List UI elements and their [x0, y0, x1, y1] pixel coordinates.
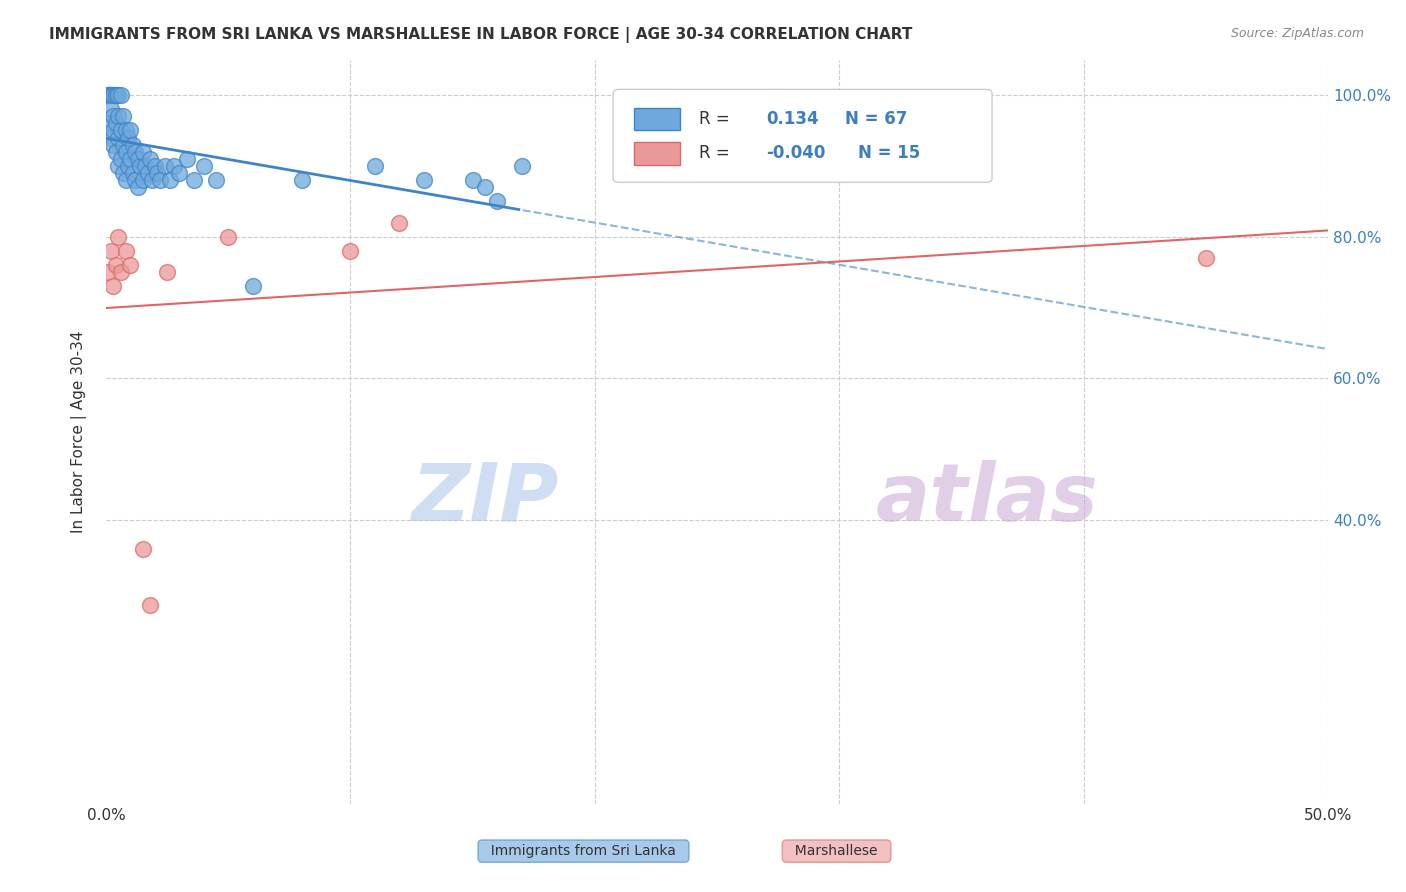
Point [149, 173, 172, 187]
Point [242, 279, 264, 293]
Point [163, 159, 186, 173]
Text: Source: ZipAtlas.com: Source: ZipAtlas.com [1230, 27, 1364, 40]
Point [169, 166, 191, 180]
Point [114, 244, 136, 258]
Point [97, 88, 120, 103]
Point [107, 88, 129, 103]
Point [104, 88, 127, 103]
Point [112, 166, 135, 180]
Point [205, 173, 228, 187]
Text: 0.134: 0.134 [766, 110, 818, 128]
Point [110, 265, 132, 279]
Text: R =: R = [699, 145, 730, 162]
Y-axis label: In Labor Force | Age 30-34: In Labor Force | Age 30-34 [72, 330, 87, 533]
Point [146, 166, 169, 180]
Point [97, 88, 120, 103]
Point [103, 109, 125, 123]
Point [486, 194, 509, 209]
Point [364, 159, 387, 173]
Point [156, 265, 179, 279]
Point [159, 173, 181, 187]
Point [100, 244, 122, 258]
Point [103, 88, 125, 103]
Point [120, 152, 142, 166]
Point [176, 152, 198, 166]
Point [103, 137, 125, 152]
Point [103, 279, 125, 293]
Point [412, 173, 434, 187]
Point [124, 173, 146, 187]
FancyBboxPatch shape [634, 108, 681, 130]
Point [107, 159, 129, 173]
Text: Marshallese: Marshallese [786, 844, 887, 858]
FancyBboxPatch shape [634, 142, 681, 164]
Point [97, 265, 120, 279]
Point [110, 123, 132, 137]
Point [100, 102, 122, 116]
Point [461, 173, 484, 187]
FancyBboxPatch shape [613, 89, 993, 182]
Point [1195, 251, 1218, 265]
Point [100, 116, 122, 130]
Text: IMMIGRANTS FROM SRI LANKA VS MARSHALLESE IN LABOR FORCE | AGE 30-34 CORRELATION : IMMIGRANTS FROM SRI LANKA VS MARSHALLESE… [49, 27, 912, 43]
Point [193, 159, 215, 173]
Point [139, 598, 162, 612]
Text: atlas: atlas [876, 459, 1098, 538]
Point [112, 137, 135, 152]
Point [124, 145, 146, 159]
Point [510, 159, 533, 173]
Point [114, 145, 136, 159]
Point [217, 229, 239, 244]
Text: R =: R = [699, 110, 730, 128]
Point [129, 159, 152, 173]
Point [110, 88, 132, 103]
Point [388, 216, 411, 230]
Point [339, 244, 361, 258]
Point [139, 152, 162, 166]
Point [107, 109, 129, 123]
Point [97, 88, 120, 103]
Point [120, 258, 142, 272]
Point [107, 229, 129, 244]
Point [143, 159, 166, 173]
Point [122, 137, 145, 152]
Point [136, 166, 159, 180]
Point [104, 116, 127, 130]
Point [290, 173, 312, 187]
Point [110, 152, 132, 166]
Point [127, 180, 149, 194]
Point [131, 145, 153, 159]
Point [104, 145, 127, 159]
Point [117, 130, 139, 145]
Point [114, 123, 136, 137]
Text: N = 67: N = 67 [845, 110, 908, 128]
Point [131, 173, 153, 187]
Point [100, 88, 122, 103]
Point [104, 258, 127, 272]
Point [474, 180, 496, 194]
Point [114, 173, 136, 187]
Text: ZIP: ZIP [411, 459, 558, 538]
Point [103, 88, 125, 103]
Point [134, 159, 156, 173]
Point [112, 109, 135, 123]
Point [104, 88, 127, 103]
Point [120, 123, 142, 137]
Text: Immigrants from Sri Lanka: Immigrants from Sri Lanka [482, 844, 685, 858]
Point [141, 173, 163, 187]
Point [153, 159, 176, 173]
Point [103, 123, 125, 137]
Point [100, 88, 122, 103]
Point [117, 159, 139, 173]
Point [100, 88, 122, 103]
Point [183, 173, 205, 187]
Point [131, 541, 153, 556]
Point [122, 166, 145, 180]
Text: N = 15: N = 15 [858, 145, 920, 162]
Point [100, 130, 122, 145]
Text: -0.040: -0.040 [766, 145, 825, 162]
Point [107, 130, 129, 145]
Point [127, 152, 149, 166]
